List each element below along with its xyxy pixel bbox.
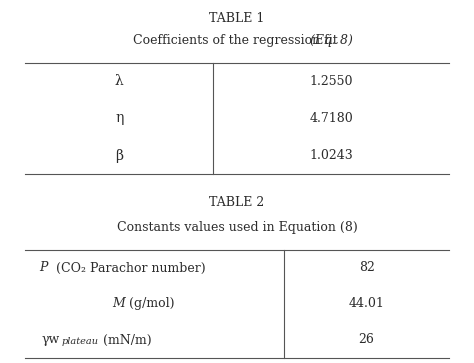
Text: TABLE 2: TABLE 2	[210, 196, 264, 209]
Text: 26: 26	[359, 334, 374, 347]
Text: P: P	[39, 261, 47, 274]
Text: γw: γw	[41, 334, 60, 347]
Text: 1.2550: 1.2550	[310, 75, 353, 88]
Text: η: η	[115, 111, 123, 126]
Text: 82: 82	[359, 261, 374, 274]
Text: Coefficients of the regression fit: Coefficients of the regression fit	[133, 34, 341, 47]
Text: (g/mol): (g/mol)	[125, 297, 174, 310]
Text: 44.01: 44.01	[349, 297, 384, 310]
Text: (CO₂ Parachor number): (CO₂ Parachor number)	[52, 261, 205, 274]
Text: (Eq. 8): (Eq. 8)	[121, 34, 353, 47]
Text: 1.0243: 1.0243	[310, 149, 353, 162]
Text: 4.7180: 4.7180	[310, 112, 353, 125]
Text: TABLE 1: TABLE 1	[210, 12, 264, 25]
Text: Constants values used in Equation (8): Constants values used in Equation (8)	[117, 221, 357, 234]
Text: M: M	[112, 297, 125, 310]
Text: plateau: plateau	[62, 337, 99, 346]
Text: λ: λ	[115, 74, 124, 88]
Text: (mN/m): (mN/m)	[103, 334, 151, 347]
Text: β: β	[115, 149, 123, 163]
